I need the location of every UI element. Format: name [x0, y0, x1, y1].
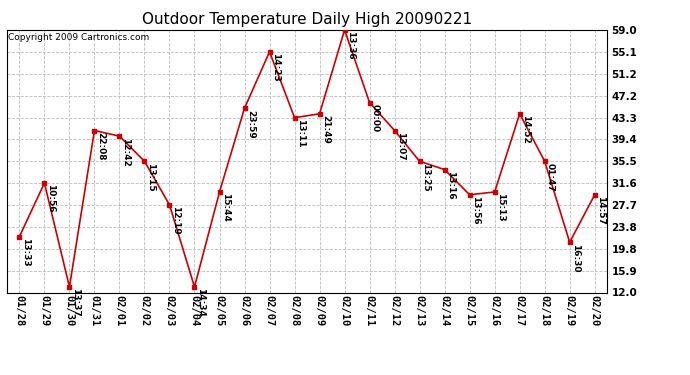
Text: 13:25: 13:25	[421, 163, 430, 191]
Text: 00:00: 00:00	[371, 104, 380, 132]
Text: 13:16: 13:16	[446, 171, 455, 200]
Text: 22:08: 22:08	[96, 132, 105, 160]
Text: 13:33: 13:33	[21, 238, 30, 267]
Text: 15:44: 15:44	[221, 194, 230, 222]
Text: 12:42: 12:42	[121, 138, 130, 166]
Text: 01:47: 01:47	[546, 163, 555, 191]
Text: 14:34: 14:34	[196, 288, 205, 317]
Text: 21:49: 21:49	[321, 115, 330, 144]
Text: 14:52: 14:52	[521, 115, 530, 144]
Text: 14:57: 14:57	[596, 196, 605, 225]
Text: 10:56: 10:56	[46, 184, 55, 213]
Text: 16:30: 16:30	[571, 244, 580, 272]
Text: 13:56: 13:56	[471, 196, 480, 225]
Text: 12:19: 12:19	[171, 206, 180, 235]
Text: 13:37: 13:37	[71, 288, 80, 317]
Text: 13:07: 13:07	[396, 132, 405, 160]
Text: 13:11: 13:11	[296, 119, 305, 148]
Text: 23:59: 23:59	[246, 110, 255, 138]
Text: 13:15: 13:15	[146, 163, 155, 191]
Title: Outdoor Temperature Daily High 20090221: Outdoor Temperature Daily High 20090221	[142, 12, 472, 27]
Text: 14:23: 14:23	[271, 53, 280, 82]
Text: 15:13: 15:13	[496, 194, 505, 222]
Text: 13:36: 13:36	[346, 32, 355, 60]
Text: Copyright 2009 Cartronics.com: Copyright 2009 Cartronics.com	[8, 33, 149, 42]
